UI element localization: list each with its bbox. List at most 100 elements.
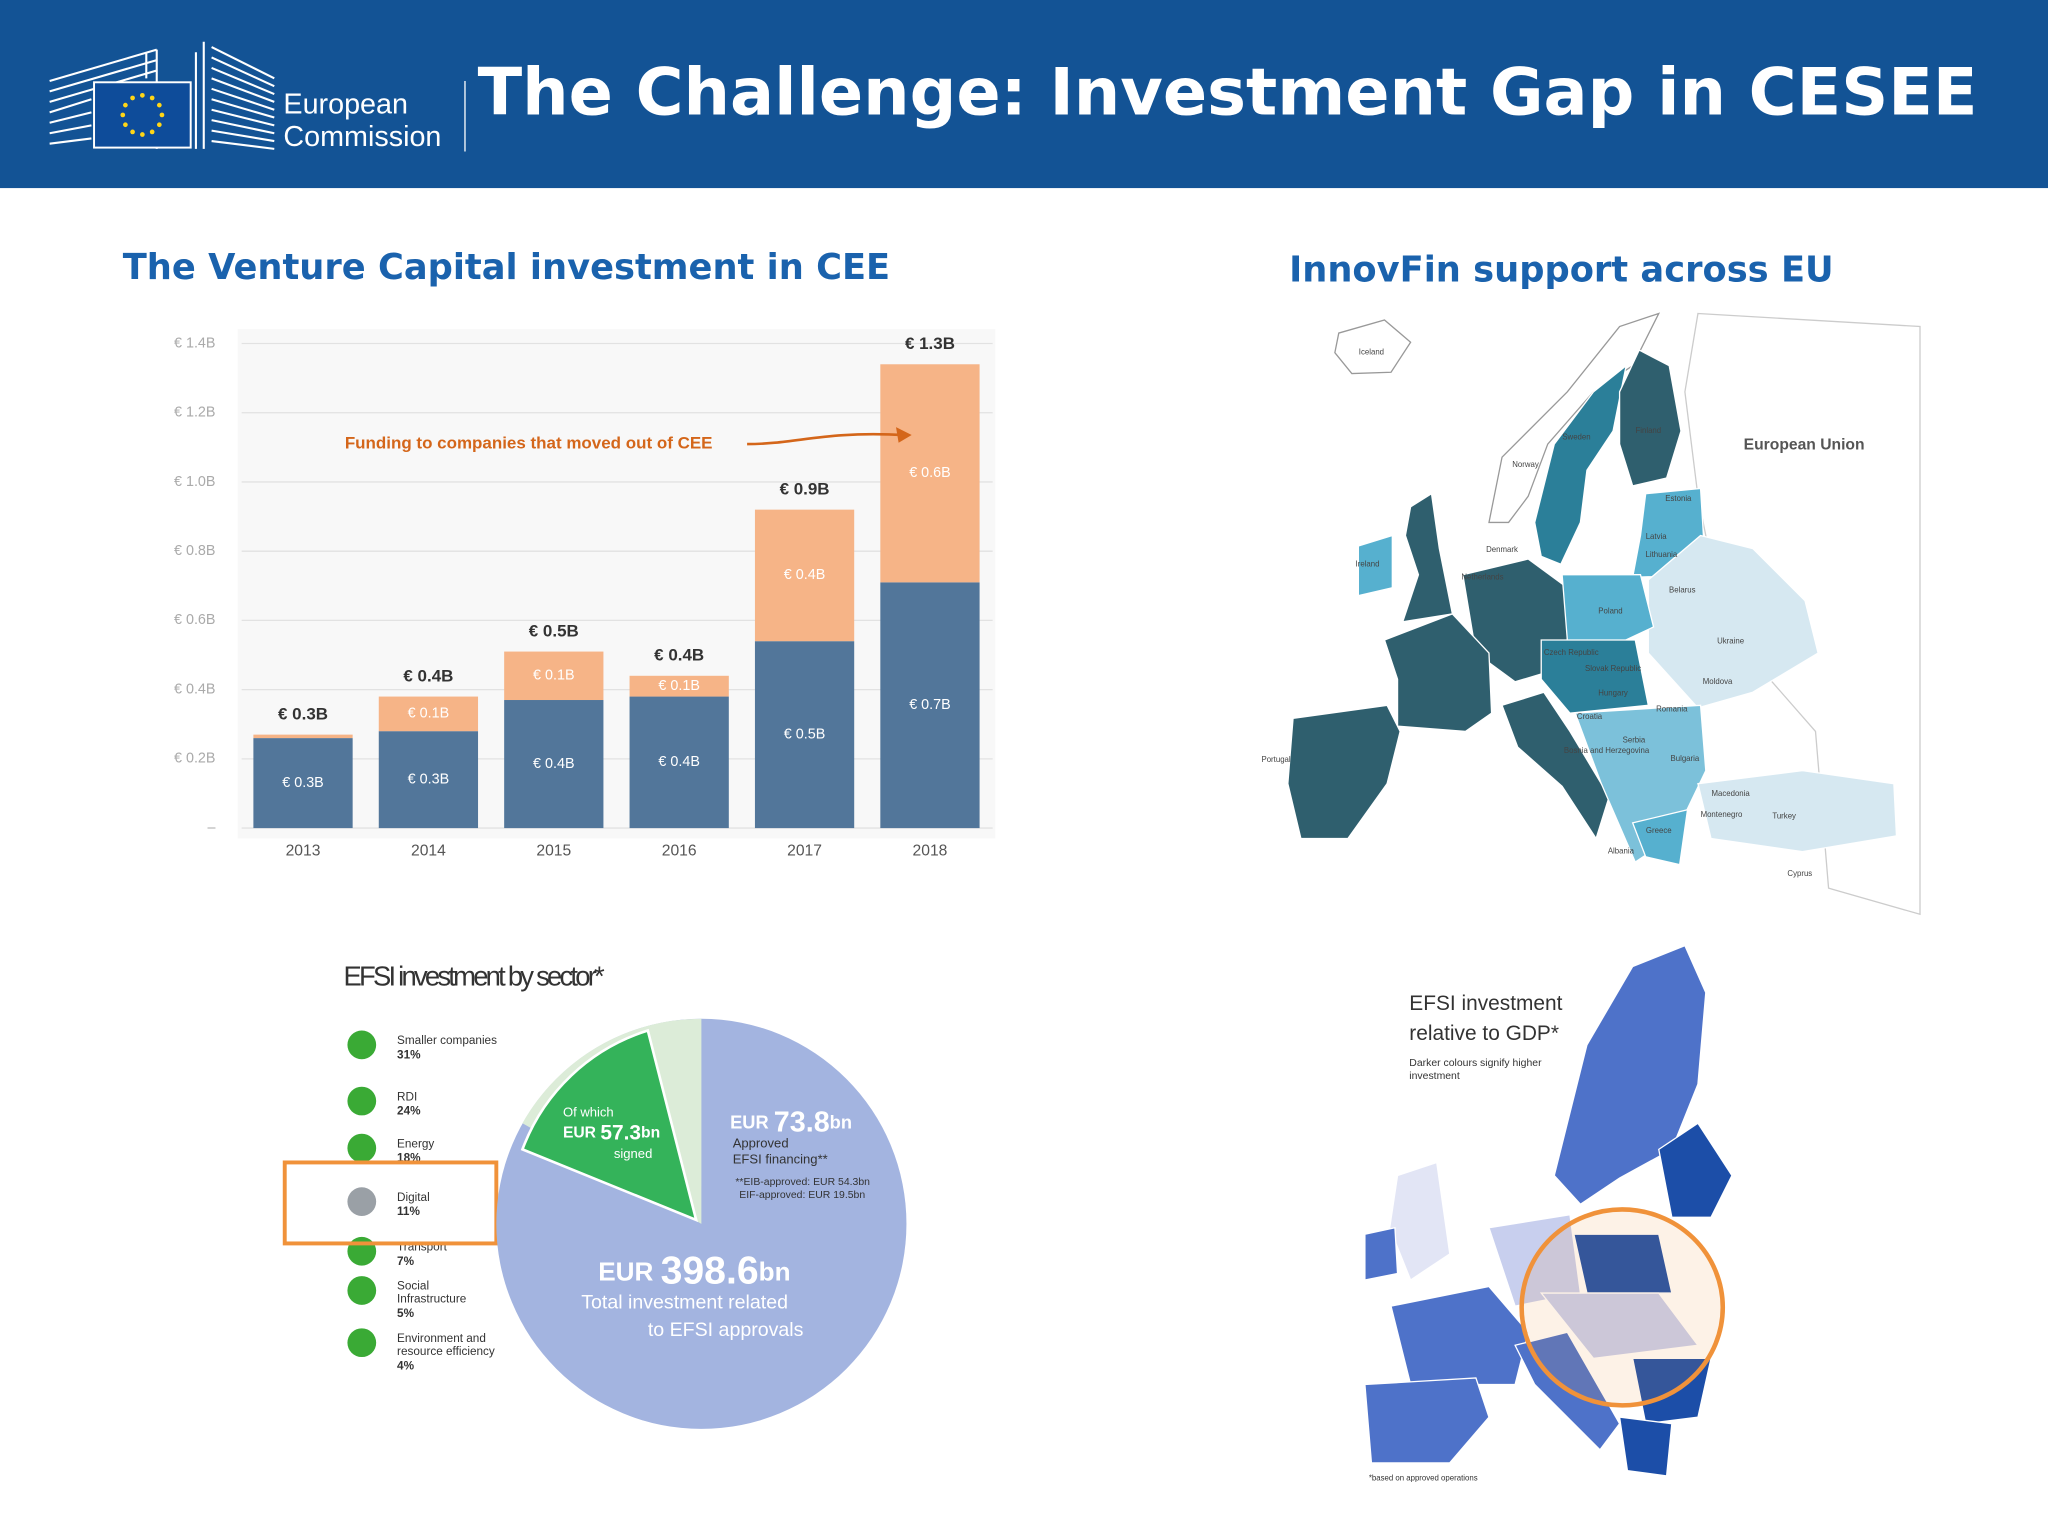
map-note: Darker colours signify higher [1409,1058,1542,1069]
total-label: € 0.3B [278,705,328,724]
map-region [1631,808,1689,866]
x-tick-label: 2017 [787,843,822,860]
data-label: € 0.4B [784,567,826,583]
label: bn [759,1256,791,1286]
sector-icon [347,1086,377,1116]
label: to EFSI approvals [648,1319,804,1341]
sector-name: Digital [397,1191,430,1204]
label: EUR 57.3bn [563,1121,660,1144]
total-label: € 0.5B [529,621,579,640]
map-label: Portugal [1261,755,1290,764]
sector-name: Smaller companies [397,1034,497,1047]
map-region [1383,613,1493,733]
star [149,129,155,135]
y-tick-label: € 1.0B [174,474,216,490]
x-tick-label: 2014 [411,843,446,860]
bar-segment [629,696,729,829]
map-note: investment [1409,1071,1460,1082]
map-region [1534,364,1628,566]
map-region [1553,944,1707,1206]
arrow-head [895,427,912,443]
header-bar [0,0,2048,189]
map-legend: European Union [1744,437,1865,454]
star [130,129,135,135]
map-label: Moldova [1703,677,1733,686]
map-region [1287,704,1401,840]
eu-flag [93,81,192,149]
map-title: EFSI investment [1409,992,1562,1015]
bar-segment [880,582,980,829]
data-label: € 0.4B [658,754,700,770]
map-region [1364,1226,1399,1281]
map-label: Lithuania [1645,550,1677,559]
data-label: € 0.4B [533,756,575,772]
star [156,122,162,128]
bar-segment [504,700,604,829]
bar-chart: – € 0.2B € 0.4B € 0.6B € 0.8B € 1.0B € 1.2B € 1… [174,334,993,860]
star [159,112,165,118]
label: EUR [730,1111,769,1132]
bar-segment [504,651,604,701]
map-region [1389,1161,1451,1281]
map-label: Montenegro [1701,810,1743,819]
map-region [1618,1416,1673,1477]
label: signed [614,1146,652,1161]
map-labels: Iceland Norway Sweden Finland Estonia Latvia L… [1261,348,1812,878]
label: EUR [563,1125,596,1142]
y-tick-label: € 1.2B [174,405,216,421]
pie-signed [520,1028,699,1223]
sector-name: resource efficiency [397,1345,495,1358]
data-label: € 0.6B [909,465,951,481]
map-label: Macedonia [1711,789,1750,798]
star [123,122,128,128]
y-tick-label: € 1.4B [174,335,216,351]
star [140,132,145,137]
pie-signed-text: Of which EUR 57.3bn signed [563,1104,660,1161]
map-label: Ireland [1356,559,1380,568]
sector-icon [347,1133,377,1163]
data-label: € 0.1B [533,668,575,684]
sector-name: Environment and [397,1332,486,1345]
data-label: € 0.5B [784,726,826,742]
star [130,95,135,101]
section-title: The Venture Capital investment in CEE [123,247,890,288]
map-region [1540,639,1650,714]
highlight-box [282,1160,499,1246]
label: **EIB-approved: EUR 54.3bn [735,1177,870,1188]
data-label: € 0.1B [408,706,450,722]
map-label: Estonia [1665,494,1692,503]
x-tick-label: 2015 [536,843,571,860]
y-tick-label: – [208,820,216,836]
map-region [1658,1122,1733,1218]
annotation-arrow [747,432,902,446]
slide-title: The Challenge: Investment Gap in CESEE [478,55,1978,131]
map-region [1539,1292,1700,1360]
highlight-circle [1519,1207,1726,1408]
map-region [1334,319,1412,375]
label: bn [830,1111,852,1132]
map-label: Albania [1608,847,1635,856]
star [156,102,162,108]
x-tick-label: 2018 [913,843,948,860]
map-region [1561,574,1655,649]
total-label: € 1.3B [905,334,955,353]
sector-icon [347,1187,377,1216]
label: Approved [733,1136,789,1151]
sector-name: Energy [397,1137,434,1150]
bar-segment [378,696,479,732]
sector-share: 5% [397,1307,415,1320]
map-region [1573,1233,1673,1294]
sector-icon [347,1030,377,1060]
efsi-gdp-map [1364,944,1733,1477]
sector-icon [347,1328,377,1358]
slide-content: European Commission The Challenge: Inves… [0,0,2048,1483]
section-title: InnovFin support across EU [1289,250,1834,291]
star [149,95,155,101]
map-label: Turkey [1772,811,1796,820]
plot-background [237,329,996,839]
bar-segment [754,509,855,642]
map-label: Cyprus [1787,869,1812,878]
map-footnote: *based on approved operations [1369,1474,1478,1483]
label: EUR 398.6bn [598,1250,790,1293]
